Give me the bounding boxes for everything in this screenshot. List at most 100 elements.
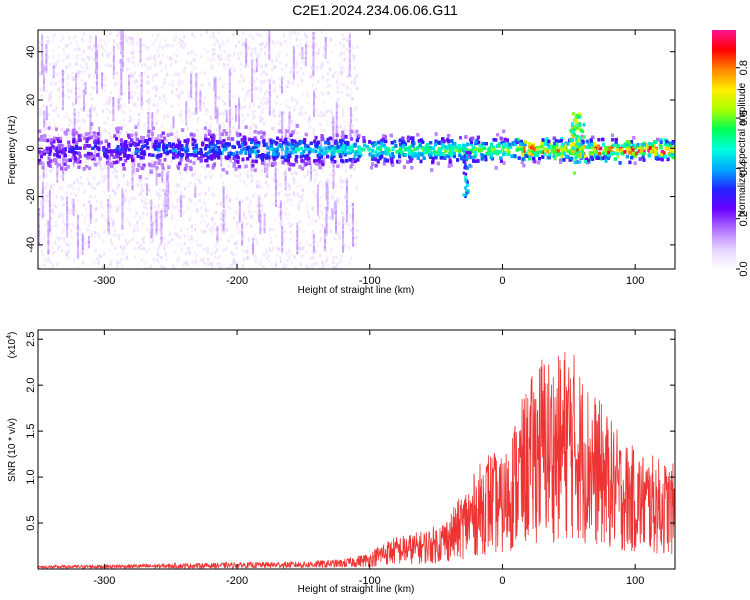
heatmap-cell — [62, 107, 65, 110]
heatmap-cell — [136, 137, 140, 142]
heatmap-cell — [193, 183, 196, 187]
heatmap-cell — [228, 111, 231, 114]
heatmap-cell — [112, 50, 115, 54]
heatmap-cell — [117, 89, 121, 93]
heatmap-cell — [118, 204, 122, 209]
heatmap-cell — [220, 173, 223, 178]
heatmap-cell — [190, 75, 193, 79]
heatmap-cell — [319, 112, 322, 116]
heatmap-cell — [260, 64, 263, 68]
heatmap-cell — [274, 165, 277, 169]
heatmap-cell — [168, 57, 172, 61]
heatmap-cell — [42, 67, 45, 70]
heatmap-cell — [162, 245, 165, 250]
heatmap-cell — [304, 61, 307, 64]
heatmap-cell — [157, 54, 160, 58]
heatmap-cell — [240, 43, 244, 47]
heatmap-cell — [316, 196, 319, 200]
heatmap-cell — [302, 72, 305, 76]
heatmap-cell — [243, 211, 246, 215]
heatmap-cell — [107, 177, 110, 180]
heatmap-cell — [58, 244, 61, 249]
heatmap-cell — [325, 198, 328, 201]
heatmap-cell — [228, 102, 231, 105]
heatmap-cell — [312, 252, 315, 256]
heatmap-cell — [187, 238, 190, 242]
heatmap-cell — [250, 179, 253, 183]
heatmap-cell — [279, 103, 282, 107]
heatmap-cell — [90, 142, 93, 146]
heatmap-cell — [351, 124, 354, 128]
heatmap-cell — [225, 119, 228, 123]
heatmap-cell — [94, 42, 97, 45]
heatmap-cell — [288, 140, 291, 143]
heatmap-cell — [48, 228, 51, 232]
heatmap-cell — [107, 208, 110, 212]
heatmap-cell — [218, 46, 221, 51]
heatmap-cell — [235, 129, 238, 133]
heatmap-cell — [262, 106, 265, 110]
heatmap-cell — [235, 246, 238, 250]
heatmap-cell — [299, 75, 302, 79]
heatmap-cell — [284, 170, 287, 174]
heatmap-cell — [146, 74, 150, 79]
heatmap-cell — [263, 170, 266, 173]
heatmap-cell — [335, 103, 338, 107]
heatmap-cell — [243, 41, 246, 45]
heatmap-cell — [218, 126, 221, 130]
heatmap-cell — [341, 179, 344, 183]
heatmap-cell — [245, 55, 248, 59]
heatmap-cell — [42, 79, 45, 82]
heatmap-cell — [200, 258, 203, 262]
heatmap-cell — [107, 179, 110, 183]
heatmap-cell — [203, 165, 207, 169]
heatmap-cell — [89, 200, 92, 204]
heatmap-cell — [292, 177, 295, 181]
heatmap-cell — [94, 49, 97, 53]
heatmap-cell — [348, 49, 351, 53]
heatmap-cell — [140, 84, 143, 87]
heatmap-cell — [345, 216, 348, 220]
heatmap-cell — [351, 210, 354, 213]
heatmap-cell — [304, 54, 307, 57]
heatmap-cell — [120, 34, 123, 38]
heatmap-cell — [193, 107, 197, 111]
heatmap-cell — [195, 240, 198, 244]
heatmap-cell — [131, 74, 135, 78]
heatmap-cell — [240, 147, 243, 151]
heatmap-cell — [150, 209, 153, 212]
heatmap-cell — [348, 35, 351, 38]
heatmap-cell — [253, 255, 256, 259]
heatmap-cell — [65, 252, 68, 256]
heatmap-cell — [161, 173, 164, 176]
heatmap-cell — [300, 254, 303, 259]
heatmap-cell — [254, 123, 257, 128]
heatmap-cell — [312, 190, 315, 194]
heatmap-cell — [185, 113, 188, 116]
heatmap-cell — [82, 106, 85, 110]
heatmap-cell — [53, 125, 57, 129]
heatmap-cell — [122, 139, 125, 143]
heatmap-cell — [200, 206, 203, 210]
heatmap-cell — [342, 66, 345, 70]
heatmap-cell — [323, 233, 326, 237]
heatmap-cell — [290, 261, 293, 265]
heatmap-cell — [108, 194, 111, 198]
heatmap-cell — [211, 64, 214, 68]
heatmap-cell — [200, 242, 203, 246]
heatmap-cell — [287, 80, 290, 84]
heatmap-cell — [53, 239, 56, 244]
heatmap-cell — [222, 197, 225, 201]
spectrogram-heatmap — [38, 30, 675, 269]
heatmap-cell — [343, 57, 346, 62]
heatmap-cell — [78, 47, 81, 51]
heatmap-cell — [47, 256, 50, 261]
heatmap-cell — [310, 176, 313, 179]
heatmap-cell — [228, 68, 231, 71]
heatmap-cell — [101, 77, 104, 80]
heatmap-cell — [268, 137, 271, 140]
heatmap-cell — [306, 210, 309, 215]
heatmap-cell — [82, 94, 85, 97]
heatmap-cell — [292, 51, 295, 54]
